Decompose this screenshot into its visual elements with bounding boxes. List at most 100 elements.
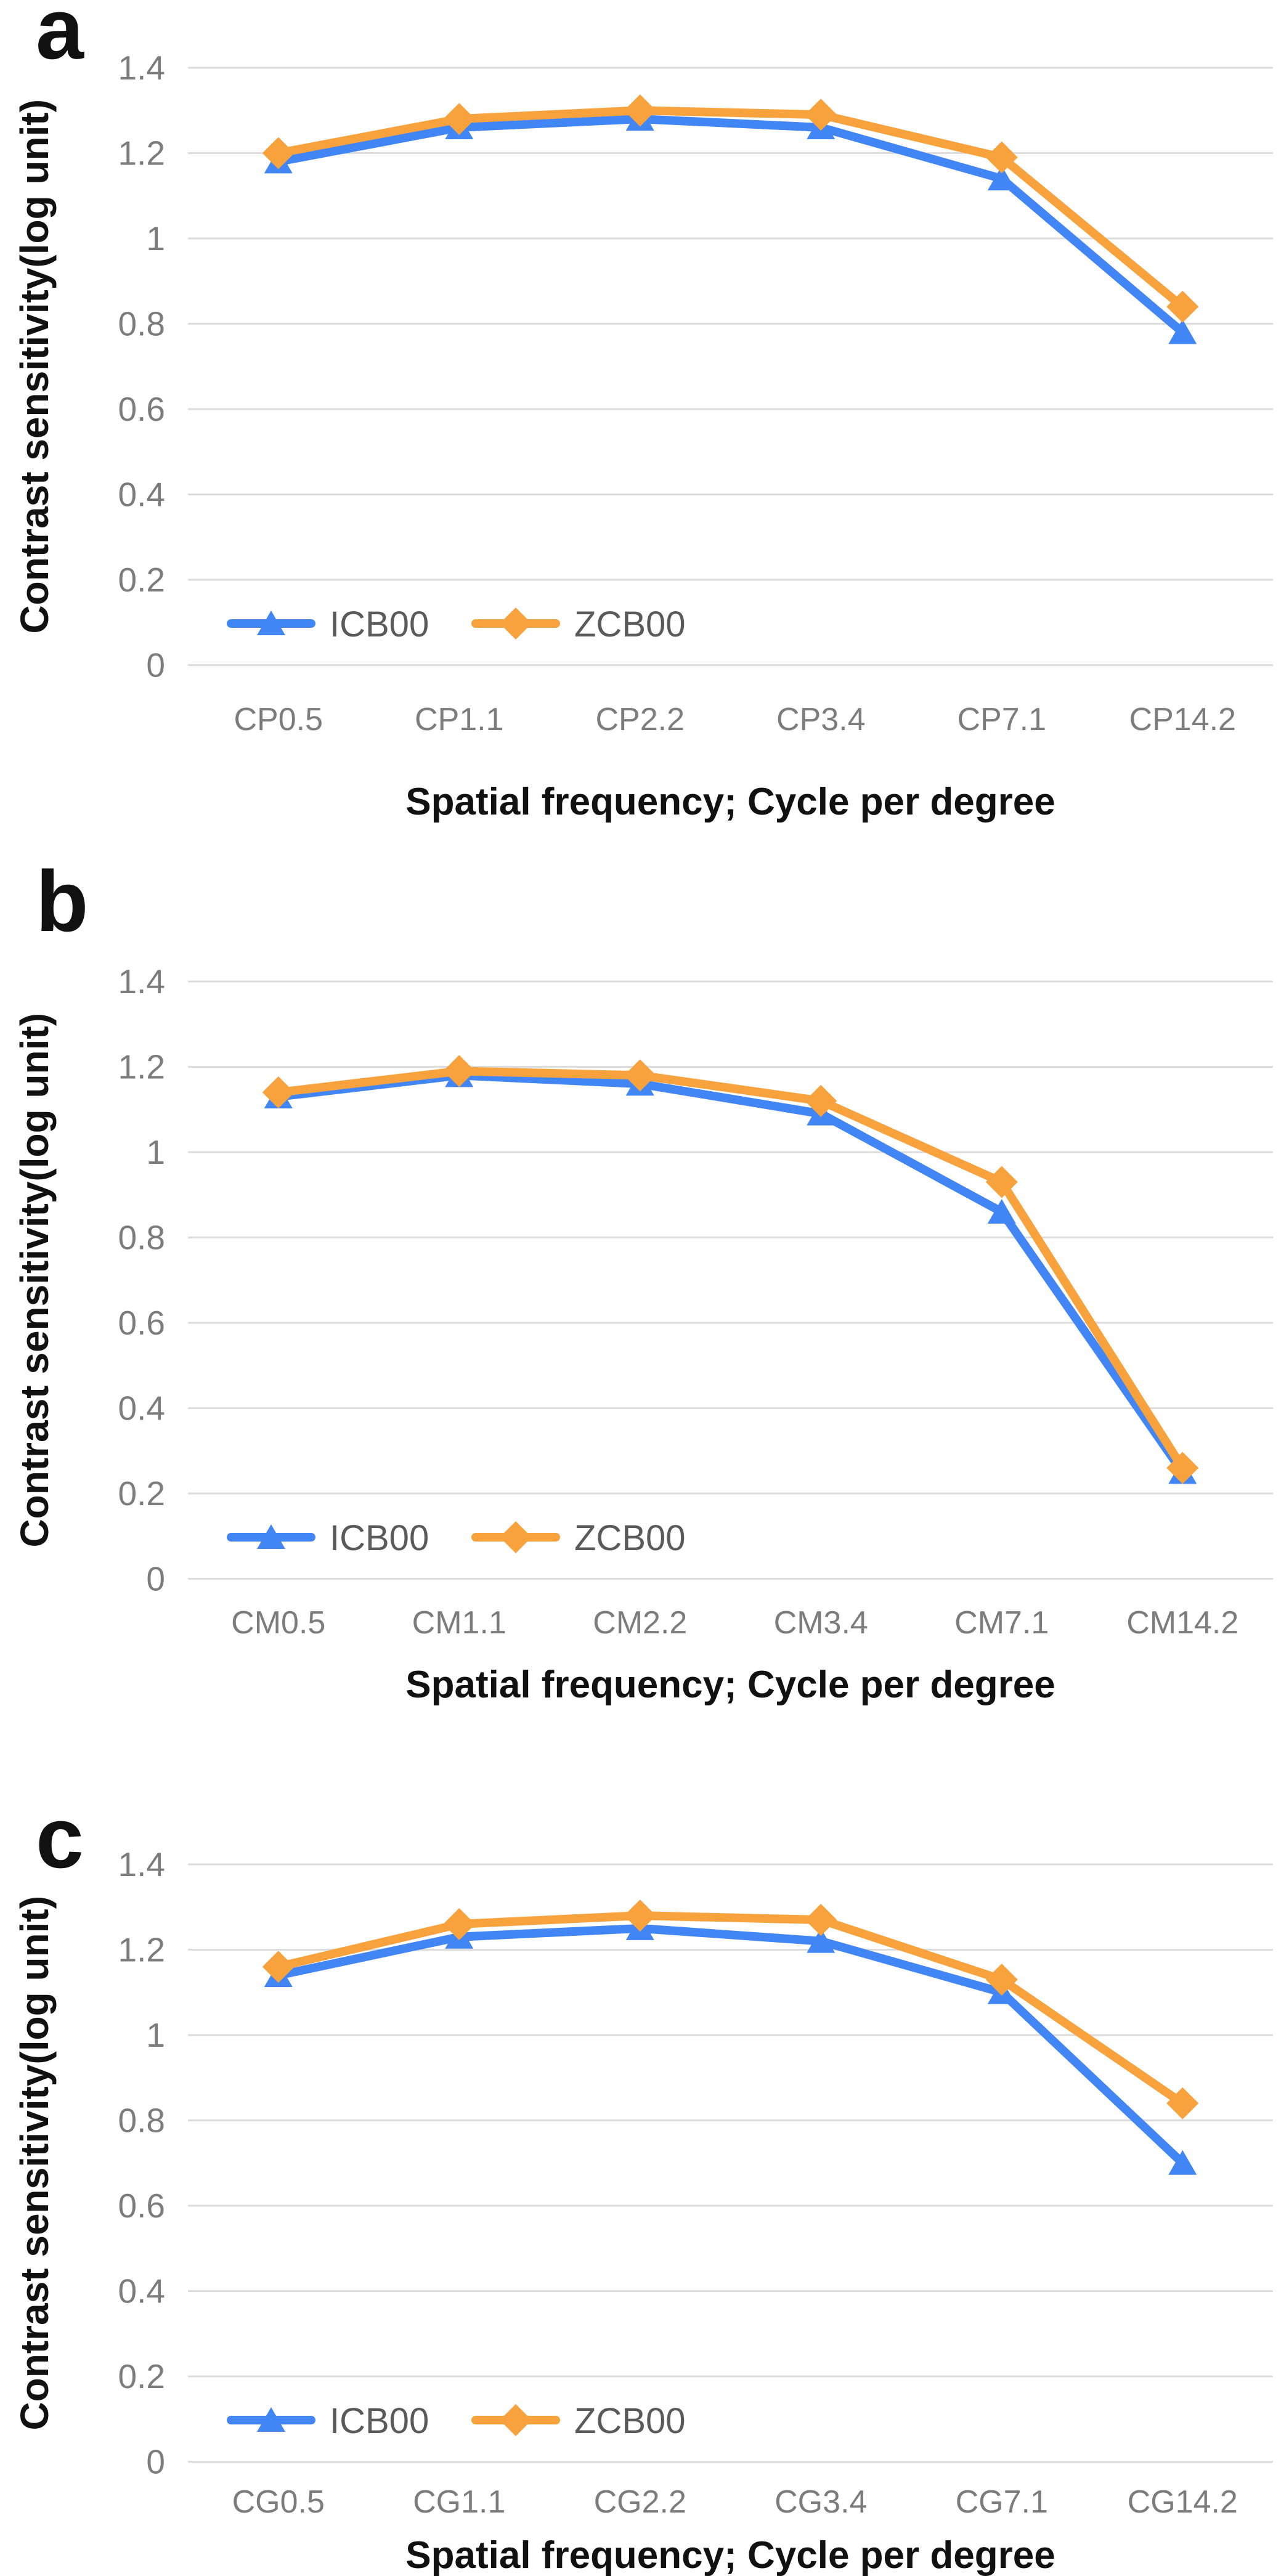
legend-label: ZCB00 bbox=[574, 604, 686, 644]
y-tick-label: 1 bbox=[146, 2016, 165, 2054]
diamond-marker-icon bbox=[985, 1166, 1018, 1198]
x-tick-label: CM0.5 bbox=[231, 1605, 325, 1641]
triangle-marker-icon bbox=[1168, 319, 1197, 344]
diamond-marker-icon bbox=[443, 103, 476, 136]
diamond-marker-icon bbox=[262, 1076, 295, 1109]
x-axis-title: Spatial frequency; Cycle per degree bbox=[405, 2534, 1055, 2576]
x-tick-label: CG0.5 bbox=[232, 2484, 325, 2520]
x-tick-label: CP2.2 bbox=[595, 702, 685, 737]
y-tick-label: 0.2 bbox=[118, 1474, 165, 1513]
y-tick-label: 0 bbox=[146, 2443, 165, 2481]
panel-c: 1.4 1.2 1 0.8 0.6 0.4 0.2 0 Contrast sensitivity… bbox=[0, 1717, 1281, 2576]
triangle-marker-icon bbox=[987, 1198, 1016, 1224]
legend-label: ICB00 bbox=[330, 604, 429, 644]
diamond-marker-icon bbox=[624, 94, 656, 127]
diamond-marker-icon bbox=[500, 2404, 532, 2436]
legend-item-icb00: ICB00 bbox=[227, 604, 429, 644]
diamond-marker-icon bbox=[624, 1899, 656, 1932]
y-tick-label: 0.8 bbox=[118, 305, 165, 343]
legend-label: ICB00 bbox=[330, 2401, 429, 2441]
panel-letter-label: c bbox=[36, 1789, 84, 1886]
diamond-marker-icon bbox=[1166, 2087, 1199, 2119]
legend-label: ZCB00 bbox=[574, 1518, 686, 1558]
triangle-marker-icon bbox=[987, 166, 1016, 191]
diamond-marker-icon bbox=[1166, 1452, 1199, 1484]
diamond-marker-icon bbox=[805, 1904, 837, 1936]
series-line-zcb00 bbox=[274, 1067, 1187, 1473]
y-tick-label: 1.4 bbox=[118, 1845, 165, 1883]
series-line-icb00 bbox=[274, 115, 1187, 337]
x-tick-label: CG7.1 bbox=[956, 2484, 1048, 2520]
triangle-marker-icon bbox=[257, 2407, 285, 2432]
legend-item-icb00: ICB00 bbox=[227, 2401, 429, 2441]
legend-item-zcb00: ZCB00 bbox=[471, 2401, 686, 2441]
diamond-marker-icon bbox=[985, 141, 1018, 174]
y-tick-label: 0.8 bbox=[118, 1219, 165, 1257]
x-tick-label: CP1.1 bbox=[415, 702, 504, 737]
triangle-marker-icon bbox=[807, 1928, 836, 1953]
diamond-marker-icon bbox=[262, 1951, 295, 1983]
panel-letter-label: b bbox=[36, 858, 89, 949]
x-tick-label: CG3.4 bbox=[775, 2484, 867, 2520]
series-line-icb00 bbox=[274, 1071, 1187, 1477]
series-line-zcb00 bbox=[274, 1911, 1187, 2108]
x-tick-label: CM1.1 bbox=[412, 1605, 506, 1641]
y-tick-label: 1.4 bbox=[118, 962, 165, 1001]
x-tick-label: CP14.2 bbox=[1129, 702, 1236, 737]
y-axis-title: Contrast sensitivity(log unit) bbox=[12, 99, 57, 634]
chart-svg-c: 1.4 1.2 1 0.8 0.6 0.4 0.2 0 Contrast sensitivity… bbox=[12, 1789, 1273, 2576]
x-tick-label: CG2.2 bbox=[594, 2484, 686, 2520]
diamond-marker-icon bbox=[500, 1521, 532, 1553]
x-axis-title: Spatial frequency; Cycle per degree bbox=[405, 781, 1055, 823]
y-axis-title: Contrast sensitivity(log unit) bbox=[12, 1013, 57, 1548]
diamond-marker-icon bbox=[443, 1055, 476, 1087]
triangle-marker-icon bbox=[257, 1524, 285, 1549]
x-tick-label: CM7.1 bbox=[954, 1605, 1049, 1641]
x-tick-label: CP7.1 bbox=[957, 702, 1046, 737]
y-tick-label: 0.2 bbox=[118, 2357, 165, 2395]
diamond-marker-icon bbox=[805, 99, 837, 131]
y-tick-label: 0 bbox=[146, 646, 165, 685]
y-tick-label: 0.6 bbox=[118, 1304, 165, 1342]
x-tick-label: CG1.1 bbox=[413, 2484, 505, 2520]
panel-a: 1.4 1.2 1 0.8 0.6 0.4 0.2 0 Contrast sensitivity… bbox=[0, 0, 1281, 858]
legend-item-zcb00: ZCB00 bbox=[471, 604, 686, 644]
series-line-icb00 bbox=[274, 1924, 1187, 2168]
x-tick-label: CM14.2 bbox=[1126, 1605, 1238, 1641]
y-tick-label: 0.6 bbox=[118, 2187, 165, 2225]
legend-item-zcb00: ZCB00 bbox=[471, 1518, 686, 1558]
series-line-zcb00 bbox=[274, 106, 1187, 311]
y-tick-label: 0.8 bbox=[118, 2102, 165, 2140]
diamond-marker-icon bbox=[1166, 290, 1199, 323]
diamond-marker-icon bbox=[805, 1084, 837, 1117]
x-tick-label: CP0.5 bbox=[234, 702, 323, 737]
x-tick-label: CM3.4 bbox=[774, 1605, 868, 1641]
y-tick-label: 0.2 bbox=[118, 561, 165, 599]
y-tick-label: 1 bbox=[146, 219, 165, 258]
y-tick-label: 1.2 bbox=[118, 1048, 165, 1086]
panel-b: 1.4 1.2 1 0.8 0.6 0.4 0.2 0 Contrast sensitivity… bbox=[0, 858, 1281, 1717]
triangle-marker-icon bbox=[257, 611, 285, 635]
diamond-marker-icon bbox=[443, 1908, 476, 1940]
y-tick-label: 0.4 bbox=[118, 1389, 165, 1428]
diamond-marker-icon bbox=[985, 1963, 1018, 1996]
legend-label: ICB00 bbox=[330, 1518, 429, 1558]
x-axis-title: Spatial frequency; Cycle per degree bbox=[405, 1664, 1055, 1706]
panel-letter-label: a bbox=[36, 0, 84, 77]
triangle-marker-icon bbox=[1168, 2150, 1197, 2175]
y-tick-label: 0 bbox=[146, 1560, 165, 1598]
x-tick-label: CG14.2 bbox=[1128, 2484, 1238, 2520]
diamond-marker-icon bbox=[624, 1059, 656, 1092]
y-tick-label: 0.4 bbox=[118, 2272, 165, 2310]
chart-svg-b: 1.4 1.2 1 0.8 0.6 0.4 0.2 0 Contrast sensitivity… bbox=[12, 858, 1273, 1706]
diamond-marker-icon bbox=[262, 137, 295, 169]
diamond-marker-icon bbox=[500, 607, 532, 640]
y-tick-label: 1.2 bbox=[118, 1931, 165, 1969]
legend-label: ZCB00 bbox=[574, 2401, 686, 2441]
y-tick-label: 0.6 bbox=[118, 390, 165, 428]
legend-item-icb00: ICB00 bbox=[227, 1518, 429, 1558]
y-tick-label: 1 bbox=[146, 1133, 165, 1171]
y-tick-label: 1.2 bbox=[118, 134, 165, 173]
y-tick-label: 0.4 bbox=[118, 476, 165, 514]
